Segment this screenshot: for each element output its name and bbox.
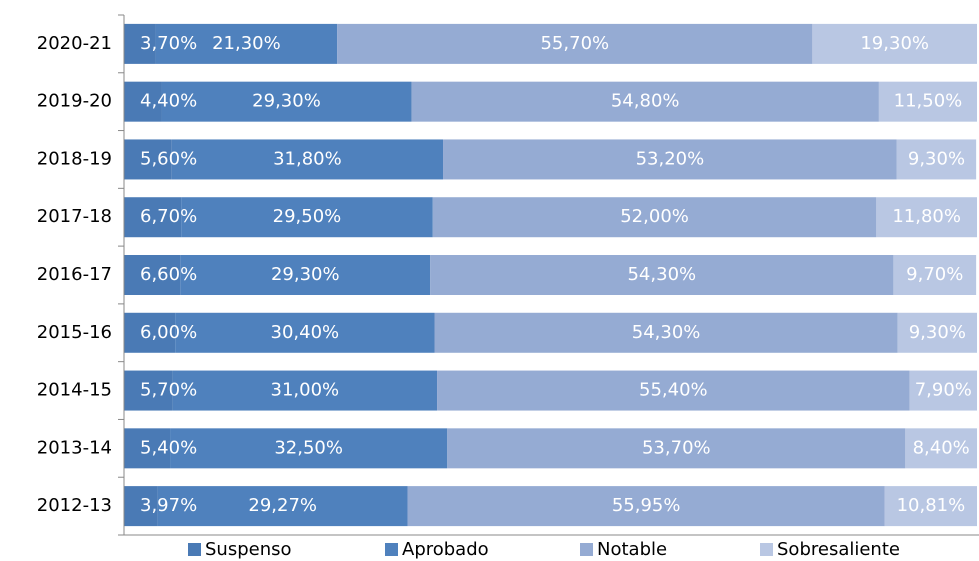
legend-label: Notable (597, 539, 667, 560)
data-label: 10,81% (897, 495, 966, 516)
legend-swatch (580, 543, 593, 556)
bar-segment (181, 197, 433, 238)
data-label: 5,60% (140, 148, 197, 169)
data-label: 19,30% (860, 33, 929, 54)
y-tick-label: 2015-16 (37, 322, 112, 343)
data-label: 7,90% (915, 380, 972, 401)
bar-segment (124, 81, 162, 122)
data-label: 3,97% (140, 495, 197, 516)
legend-label: Aprobado (402, 539, 489, 560)
data-label: 54,80% (611, 91, 680, 112)
data-label: 29,27% (248, 495, 317, 516)
legend-label: Sobresaliente (777, 539, 900, 560)
data-label: 9,70% (906, 264, 963, 285)
data-label: 31,00% (271, 380, 340, 401)
bar-segment (893, 255, 977, 295)
data-label: 6,70% (140, 206, 197, 227)
bar-segment (812, 23, 977, 64)
bar-segment (876, 197, 977, 238)
data-label: 8,40% (913, 437, 970, 458)
data-label: 9,30% (908, 148, 965, 169)
bar-segment (437, 370, 910, 411)
bar-segment (430, 255, 894, 295)
data-label: 55,40% (639, 380, 708, 401)
y-tick-label: 2013-14 (37, 437, 112, 458)
bar-segment (884, 486, 977, 527)
data-label: 4,40% (140, 91, 197, 112)
data-label: 55,70% (540, 33, 609, 54)
bar-segment (878, 81, 977, 122)
data-label: 5,40% (140, 437, 197, 458)
bar-segment (434, 312, 898, 353)
y-tick-label: 2017-18 (37, 206, 112, 227)
data-label: 5,70% (140, 380, 197, 401)
data-label: 30,40% (271, 322, 340, 343)
data-label: 11,80% (892, 206, 961, 227)
y-tick-label: 2020-21 (37, 33, 112, 54)
bar-segment (443, 139, 897, 180)
data-label: 29,30% (271, 264, 340, 285)
bar-segment (909, 370, 977, 411)
bar-segment (337, 23, 813, 64)
data-label: 55,95% (612, 495, 681, 516)
bar-segment (407, 486, 885, 527)
bar-segment (172, 370, 438, 411)
bar-segment (896, 139, 977, 180)
bar-segment (447, 428, 906, 469)
data-label: 54,30% (632, 322, 701, 343)
y-tick-label: 2014-15 (37, 380, 112, 401)
bar-segment (124, 428, 171, 469)
bar-segment (124, 255, 181, 295)
data-label: 31,80% (273, 148, 342, 169)
bar-segment (124, 197, 182, 238)
y-tick-label: 2016-17 (37, 264, 112, 285)
bar-segment (180, 255, 431, 295)
data-label: 21,30% (212, 33, 281, 54)
bar-segment (411, 81, 879, 122)
data-label: 29,50% (273, 206, 342, 227)
bar-segment (175, 312, 435, 353)
data-label: 29,30% (252, 91, 321, 112)
bar-segment (161, 81, 412, 122)
bar-segment (157, 486, 408, 527)
y-tick-label: 2018-19 (37, 148, 112, 169)
data-label: 3,70% (140, 33, 197, 54)
bar-segment (124, 23, 156, 64)
data-label: 6,60% (140, 264, 197, 285)
bar-segment (124, 312, 176, 353)
bar-segment (905, 428, 977, 469)
legend-swatch (385, 543, 398, 556)
bar-segment (171, 139, 444, 180)
legend-swatch (188, 543, 201, 556)
data-label: 9,30% (909, 322, 966, 343)
y-tick-label: 2012-13 (37, 495, 112, 516)
y-tick-label: 2019-20 (37, 91, 112, 112)
bar-segment (432, 197, 877, 238)
data-label: 32,50% (274, 437, 343, 458)
bar-segment (170, 428, 448, 469)
legend-swatch (760, 543, 773, 556)
data-label: 6,00% (140, 322, 197, 343)
data-label: 53,20% (636, 148, 705, 169)
data-label: 53,70% (642, 437, 711, 458)
bar-segment (155, 23, 338, 64)
bar-segment (124, 486, 158, 527)
data-label: 52,00% (620, 206, 689, 227)
bar-segment (124, 370, 173, 411)
bar-segment (897, 312, 977, 353)
data-label: 54,30% (627, 264, 696, 285)
legend-label: Suspenso (205, 539, 292, 560)
bar-segment (124, 139, 172, 180)
data-label: 11,50% (894, 91, 963, 112)
